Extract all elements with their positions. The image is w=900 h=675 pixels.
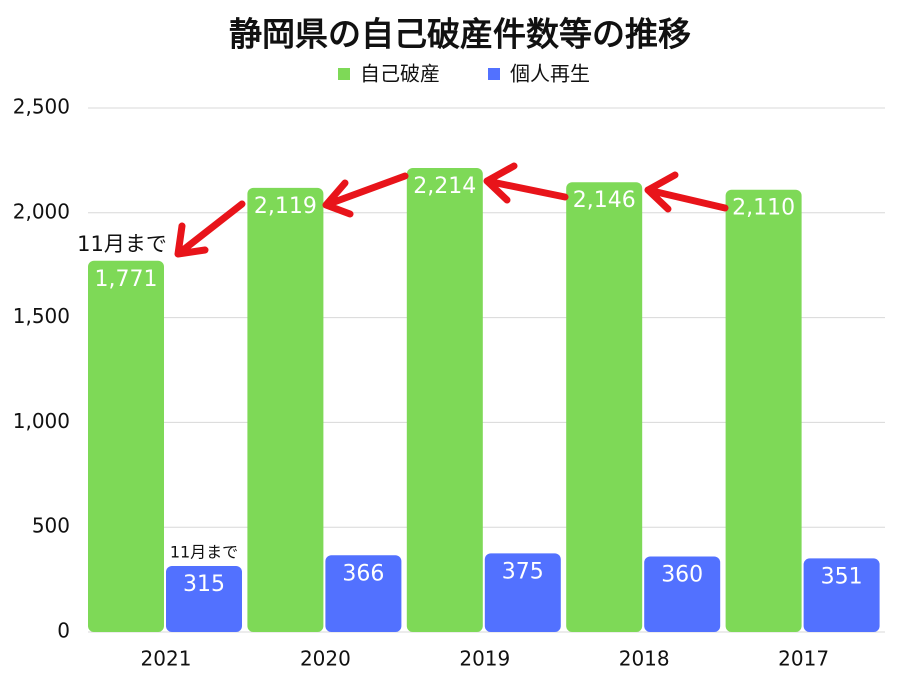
legend-label: 個人再生 (510, 62, 590, 86)
x-tick-label: 2019 (459, 647, 510, 671)
plot-area: 0 500 1,000 1,500 2,000 2,500 2021 1,771 315 2020… (13, 95, 885, 671)
value-label: 2,110 (732, 196, 795, 221)
arrow (322, 172, 409, 218)
value-label: 315 (183, 572, 225, 597)
y-tick-label: 1,500 (13, 304, 70, 328)
y-tick-label: 2,000 (13, 199, 70, 223)
y-tick-label: 500 (32, 514, 70, 538)
bar (406, 167, 483, 632)
x-tick-label: 2017 (778, 647, 829, 671)
bar (644, 556, 721, 632)
bar (803, 558, 880, 632)
annotation: 11月まで (170, 543, 238, 562)
x-tick-label: 2018 (619, 647, 670, 671)
bar (88, 260, 164, 632)
bar (247, 187, 324, 632)
value-label: 360 (661, 563, 703, 588)
legend: 自己破産 個人再生 (338, 62, 590, 86)
legend-label: 自己破産 (360, 62, 440, 86)
y-tick-label: 0 (57, 619, 70, 643)
bar (566, 182, 643, 632)
chart-title: 静岡県の自己破産件数等の推移 (229, 15, 691, 54)
bar (484, 553, 561, 632)
arrow (483, 162, 569, 204)
arrows (174, 162, 729, 258)
x-tick-label: 2020 (300, 647, 351, 671)
value-label: 2,214 (413, 174, 476, 199)
annotation: 11月まで (77, 232, 167, 256)
y-tick-label: 2,500 (13, 95, 70, 119)
y-tick-label: 1,000 (13, 409, 70, 433)
bar (166, 565, 242, 632)
bar (325, 555, 402, 632)
x-tick-label: 2021 (141, 647, 192, 671)
value-label: 1,771 (95, 267, 158, 292)
value-label: 351 (821, 564, 863, 589)
arrow (174, 200, 246, 258)
value-label: 2,146 (573, 188, 636, 213)
legend-swatch (488, 68, 500, 80)
arrow (644, 171, 729, 213)
value-label: 366 (342, 561, 384, 586)
bar (725, 189, 802, 632)
value-label: 375 (502, 559, 544, 584)
value-label: 2,119 (254, 194, 317, 219)
legend-swatch (338, 68, 350, 80)
